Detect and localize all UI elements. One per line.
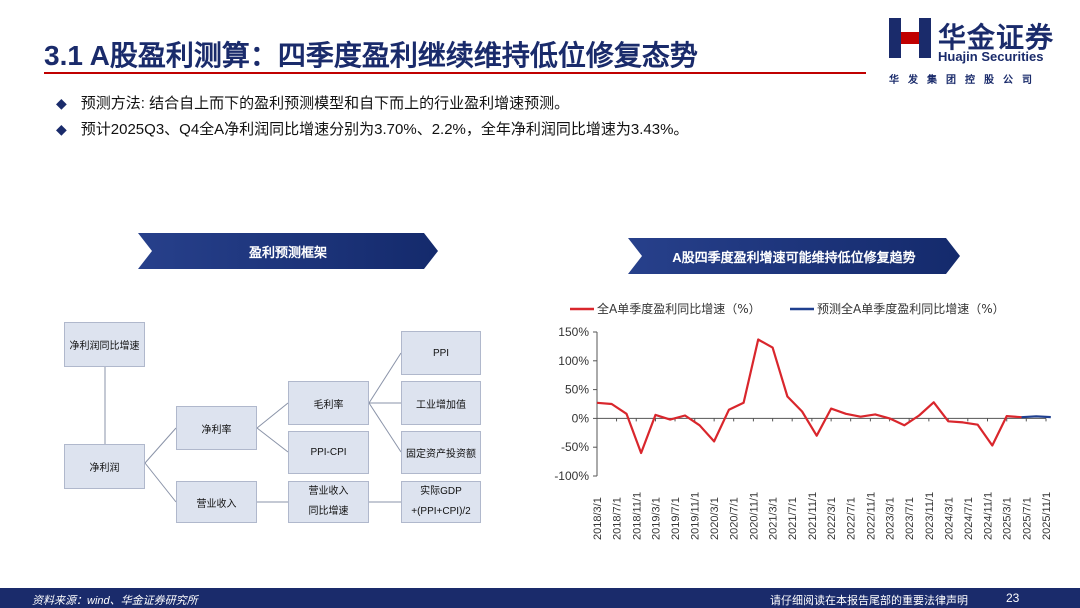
y-tick-label: 150% xyxy=(558,325,589,339)
x-tick-label: 2021/11/1 xyxy=(807,492,819,540)
diamond-bullet-icon: ◆ xyxy=(56,95,67,111)
logo-english-name: Huajin Securities xyxy=(938,49,1044,64)
huajin-logo-icon xyxy=(889,18,931,58)
series-line xyxy=(1021,415,1051,419)
x-tick-label: 2025/3/1 xyxy=(1002,497,1014,540)
legend-label: 全A单季度盈利同比增速（%） xyxy=(597,301,761,316)
framework-banner: 盈利预测框架 xyxy=(138,233,438,269)
box-gdp-line1: 实际GDP xyxy=(420,486,462,497)
chevron-banner-icon xyxy=(628,238,960,274)
logo-chinese-name: 华金证券 xyxy=(938,22,1055,53)
series-line xyxy=(596,338,1022,455)
x-tick-label: 2025/7/1 xyxy=(1021,497,1033,540)
box-ppi: PPI xyxy=(401,331,481,375)
title-underline xyxy=(44,72,866,74)
bullet-text: 预计2025Q3、Q4全A净利润同比增速分别为3.70%、2.2%，全年净利润同… xyxy=(80,121,689,138)
x-tick-label: 2018/7/1 xyxy=(612,497,624,540)
logo-subtitle: 华发集团控股公司 xyxy=(889,75,1041,86)
y-tick-label: 100% xyxy=(558,354,589,368)
y-tick-label: 50% xyxy=(565,383,589,397)
chart-banner: A股四季度盈利增速可能维持低位修复趋势 xyxy=(628,238,960,274)
x-tick-label: 2019/3/1 xyxy=(650,497,662,540)
x-tick-label: 2021/3/1 xyxy=(768,497,780,540)
x-tick-label: 2018/11/1 xyxy=(631,492,643,540)
diamond-bullet-icon: ◆ xyxy=(56,121,67,137)
y-tick-label: -100% xyxy=(554,469,589,483)
x-tick-label: 2023/3/1 xyxy=(885,497,897,540)
legend-label: 预测全A单季度盈利同比增速（%） xyxy=(817,301,1005,316)
x-tick-label: 2024/11/1 xyxy=(983,492,995,540)
box-nominal-gdp: 实际GDP +(PPI+CPI)/2 xyxy=(401,481,481,523)
x-tick-label: 2022/7/1 xyxy=(846,497,858,540)
x-tick-label: 2019/7/1 xyxy=(670,497,682,540)
x-tick-label: 2020/3/1 xyxy=(709,497,721,540)
footer-bar xyxy=(0,588,1080,608)
box-net-profit: 净利润 xyxy=(64,444,145,489)
x-tick-label: 2024/7/1 xyxy=(963,497,975,540)
box-net-profit-growth: 净利润同比增速 xyxy=(64,322,145,367)
x-tick-label: 2023/11/1 xyxy=(924,492,936,540)
page-title: 3.1 A股盈利测算：四季度盈利继续维持低位修复态势 xyxy=(44,40,698,71)
x-tick-label: 2023/7/1 xyxy=(904,497,916,540)
x-tick-label: 2021/7/1 xyxy=(787,497,799,540)
x-tick-label: 2025/11/1 xyxy=(1041,492,1053,540)
box-revenue-growth-line2: 同比增速 xyxy=(308,506,349,517)
box-net-margin: 净利率 xyxy=(176,406,257,450)
x-tick-label: 2018/3/1 xyxy=(592,497,604,540)
box-industrial-value-added: 工业增加值 xyxy=(401,381,481,425)
x-tick-label: 2020/7/1 xyxy=(729,497,741,540)
x-tick-label: 2022/3/1 xyxy=(826,497,838,540)
x-tick-label: 2020/11/1 xyxy=(748,492,760,540)
framework-banner-label: 盈利预测框架 xyxy=(248,245,327,260)
bullet-text: 预测方法: 结合自上而下的盈利预测模型和自下而上的行业盈利增速预测。 xyxy=(80,95,570,112)
bullet-item: ◆ 预测方法: 结合自上而下的盈利预测模型和自下而上的行业盈利增速预测。 xyxy=(56,92,569,113)
box-ppi-cpi: PPI-CPI xyxy=(288,431,369,474)
box-revenue: 营业收入 xyxy=(176,481,257,523)
y-tick-label: 0% xyxy=(572,411,590,425)
box-gdp-line2: +(PPI+CPI)/2 xyxy=(411,506,471,517)
chart-banner-label: A股四季度盈利增速可能维持低位修复趋势 xyxy=(672,250,916,265)
box-revenue-growth-line1: 营业收入 xyxy=(308,486,349,497)
page-number: 23 xyxy=(1006,591,1020,605)
box-fixed-asset-investment: 固定资产投资额 xyxy=(401,431,481,474)
x-tick-label: 2024/3/1 xyxy=(943,497,955,540)
box-revenue-growth: 营业收入 同比增速 xyxy=(288,481,369,523)
x-tick-label: 2019/11/1 xyxy=(690,492,702,540)
chevron-banner-icon xyxy=(138,233,438,269)
y-tick-label: -50% xyxy=(561,440,589,454)
x-tick-label: 2022/11/1 xyxy=(865,492,877,540)
box-gross-margin: 毛利率 xyxy=(288,381,369,425)
profit-growth-line-chart: 全A单季度盈利同比增速（%） 预测全A单季度盈利同比增速（%） 150% 100% 50… xyxy=(554,301,1053,540)
footer-disclaimer: 请仔细阅读在本报告尾部的重要法律声明 xyxy=(770,595,968,607)
footer-source: 资料来源：wind、华金证券研究所 xyxy=(32,595,198,607)
bullet-item: ◆ 预计2025Q3、Q4全A净利润同比增速分别为3.70%、2.2%，全年净利润… xyxy=(56,118,688,139)
